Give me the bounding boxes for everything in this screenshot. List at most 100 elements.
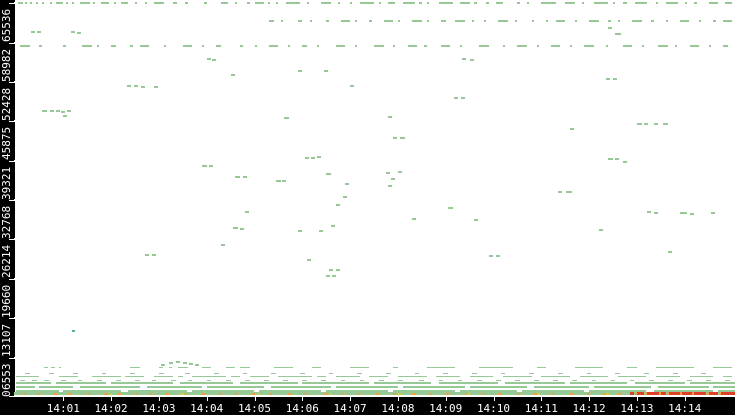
data-mark [342, 196, 347, 199]
data-mark [96, 44, 100, 47]
x-tick [636, 397, 638, 401]
data-mark [629, 380, 635, 382]
data-mark [82, 44, 92, 47]
y-tick-notch [14, 159, 15, 162]
data-mark [72, 372, 78, 374]
data-mark [692, 392, 695, 396]
data-mark [359, 2, 374, 5]
data-mark [653, 389, 714, 392]
data-mark [326, 19, 329, 22]
y-tick [9, 239, 14, 241]
data-mark [622, 2, 628, 5]
x-tick [350, 397, 352, 401]
data-mark [326, 389, 389, 392]
x-tick [111, 397, 113, 401]
data-mark [326, 173, 332, 176]
data-mark [474, 2, 477, 5]
data-mark [41, 110, 47, 113]
data-mark [144, 2, 147, 5]
data-mark [201, 164, 207, 167]
data-mark [335, 269, 340, 272]
data-mark [194, 364, 199, 367]
data-mark [268, 19, 274, 22]
data-mark [113, 2, 116, 5]
data-mark [240, 44, 243, 47]
data-mark [328, 372, 334, 374]
data-mark [555, 19, 566, 22]
data-mark [254, 44, 257, 47]
data-mark [546, 19, 549, 22]
data-mark [213, 372, 219, 374]
x-axis-label: 14:11 [524, 402, 558, 415]
data-mark [713, 19, 716, 22]
data-mark [328, 393, 332, 396]
data-mark [658, 386, 709, 388]
data-mark [100, 2, 109, 5]
data-mark [374, 44, 384, 47]
data-mark [515, 380, 520, 382]
data-mark [438, 2, 453, 5]
data-mark [180, 393, 184, 396]
data-mark [517, 44, 527, 47]
data-mark [636, 392, 645, 396]
data-mark [584, 44, 594, 47]
data-mark [397, 171, 402, 174]
x-axis-label: 14:01 [46, 402, 80, 415]
data-mark [455, 19, 465, 22]
data-mark [297, 19, 303, 22]
data-mark [593, 386, 652, 388]
data-mark [357, 393, 361, 396]
data-mark [445, 393, 449, 396]
data-mark [495, 380, 501, 382]
data-mark [20, 380, 26, 382]
data-mark [206, 386, 265, 388]
data-mark [350, 366, 370, 368]
data-mark [689, 44, 700, 47]
data-mark [675, 44, 678, 47]
x-tick [302, 397, 304, 401]
data-mark [158, 372, 164, 374]
data-mark [311, 366, 322, 368]
data-mark [60, 110, 65, 113]
data-mark [667, 392, 669, 396]
data-mark [56, 2, 64, 5]
data-mark [135, 380, 140, 382]
data-mark [393, 44, 396, 47]
data-mark [419, 380, 425, 382]
data-mark [280, 19, 284, 22]
data-mark [192, 389, 255, 392]
data-mark [393, 366, 398, 368]
data-mark [656, 375, 680, 377]
data-mark [268, 44, 279, 47]
data-mark [249, 375, 269, 377]
data-mark [87, 393, 91, 396]
data-mark [531, 19, 535, 22]
data-mark [672, 372, 678, 374]
data-mark [581, 2, 585, 5]
data-mark [613, 78, 617, 81]
data-mark [699, 19, 702, 22]
data-mark [111, 382, 174, 385]
data-mark [608, 19, 611, 22]
data-mark [440, 44, 451, 47]
data-mark [221, 244, 225, 247]
y-tick [9, 42, 14, 44]
data-mark [307, 2, 310, 5]
data-mark [369, 375, 389, 377]
data-mark [323, 393, 327, 396]
data-mark [135, 2, 138, 5]
data-mark [51, 366, 55, 368]
data-mark [182, 44, 193, 47]
data-mark [359, 380, 365, 382]
data-mark [617, 393, 621, 396]
data-mark [605, 44, 609, 47]
data-mark [168, 366, 173, 368]
data-mark [130, 372, 135, 374]
data-mark [679, 19, 690, 22]
data-mark [706, 392, 709, 396]
data-mark [185, 393, 189, 396]
data-mark [397, 375, 427, 377]
data-mark [284, 117, 290, 120]
data-mark [679, 212, 687, 215]
data-mark [708, 44, 711, 47]
